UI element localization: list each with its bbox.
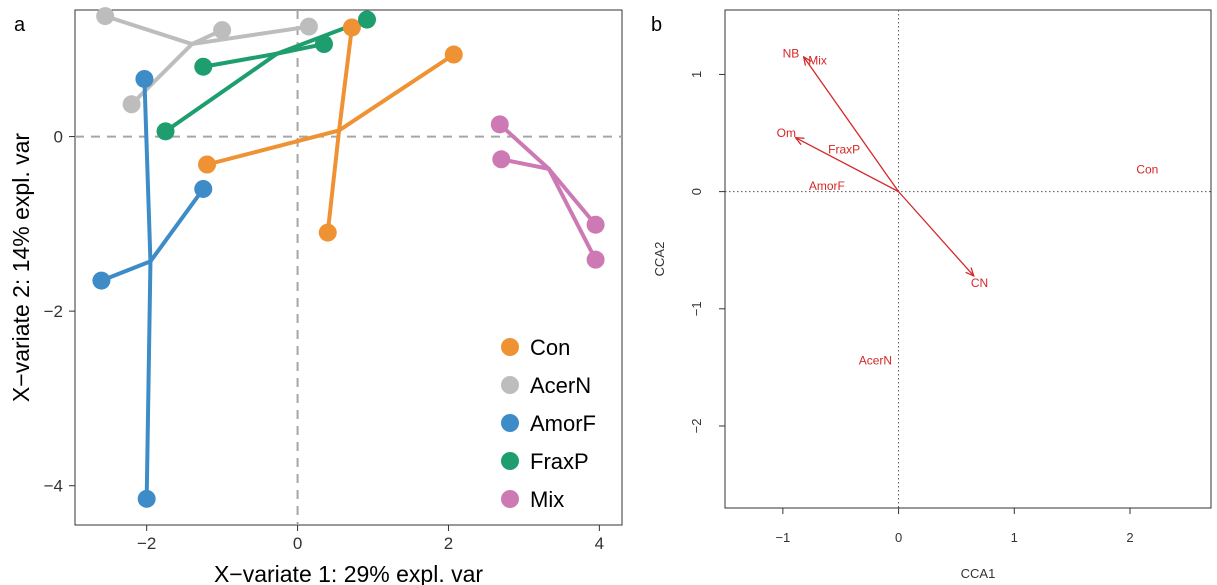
panel-a-spoke-con: [205, 128, 342, 167]
panel-a-spoke-con: [337, 25, 354, 133]
panel-a-spoke-mix: [546, 166, 598, 262]
panel-a-point-acern: [96, 7, 115, 26]
panel-a-spoke-fraxp: [201, 51, 280, 69]
arrow-cn: [898, 191, 974, 276]
label-con: Con: [1136, 162, 1158, 176]
panel-a-tag: a: [14, 14, 26, 36]
panel-a-spoke-amorf: [148, 186, 206, 264]
arrow-om: [796, 138, 899, 193]
panel-a-point-amorf: [194, 179, 213, 198]
panel-a-point-acern: [213, 21, 232, 40]
legend-key-mix: [501, 490, 519, 508]
label-fraxp: FraxP: [828, 142, 860, 156]
panel-a-ytick-label: −4: [44, 477, 63, 496]
panel-b-x-axis-title: CCA1: [961, 566, 996, 581]
panel-a-spoke-mix: [497, 122, 551, 171]
panel-a-point-amorf: [135, 69, 154, 88]
legend-key-amorf: [501, 414, 519, 432]
panel-a-spoke-con: [337, 52, 456, 133]
panel-b-ytick-label: 1: [689, 71, 704, 78]
panel-a-point-mix: [586, 250, 605, 269]
panel-a-point-acern: [299, 17, 318, 36]
panel-b-ytick-label: −2: [689, 419, 704, 434]
panel-b-tag: b: [651, 14, 663, 36]
panel-a-spoke-fraxp: [163, 51, 280, 134]
panel-a-point-fraxp: [314, 35, 333, 54]
panel-a-point-con: [342, 18, 361, 37]
label-nb: NB: [783, 46, 800, 60]
panel-a-point-fraxp: [357, 10, 376, 29]
panel-a-frame: [74, 9, 623, 526]
legend-key-fraxp: [501, 452, 519, 470]
panel-a-y-axis-title: X−variate 2: 14% expl. var: [8, 133, 34, 402]
legend-label-fraxp: FraxP: [530, 449, 589, 474]
panel-a-xtick-label: 2: [444, 534, 453, 553]
label-mix: Mix: [808, 53, 827, 67]
legend-label-con: Con: [530, 335, 570, 360]
panel-a-point-amorf: [92, 271, 111, 290]
panel-a-spoke-amorf: [142, 76, 153, 264]
panel-a-ytick-label: 0: [54, 128, 63, 147]
panel-a-point-mix: [586, 215, 605, 234]
panel-a-point-con: [444, 45, 463, 64]
legend-key-acern: [501, 376, 519, 394]
panel-b-y-axis-title: CCA2: [652, 242, 667, 277]
legend-label-mix: Mix: [530, 487, 564, 512]
label-acern: AcerN: [859, 353, 892, 367]
panel-a-spoke-mix: [546, 166, 598, 227]
panel-b-xtick-label: 1: [1011, 530, 1018, 545]
arrow-nb: [804, 57, 900, 192]
panel-a-point-mix: [492, 150, 511, 169]
panel-a-point-fraxp: [194, 57, 213, 76]
panel-b-frame: [724, 9, 1212, 509]
panel-a-spoke-amorf: [144, 259, 153, 501]
panel-a-point-fraxp: [156, 122, 175, 141]
label-amorf: AmorF: [809, 179, 845, 193]
panel-a-spoke-con: [325, 128, 342, 235]
legend-key-con: [501, 338, 519, 356]
panel-b-xtick-label: 0: [895, 530, 902, 545]
panel-b-xtick-label: 2: [1126, 530, 1133, 545]
panel-a-spoke-acern: [129, 42, 194, 107]
panel-b-ytick-label: −1: [689, 301, 704, 316]
legend-label-amorf: AmorF: [530, 411, 596, 436]
panel-a-point-acern: [122, 95, 141, 114]
panel-a-ytick-label: −2: [44, 302, 63, 321]
panel-a-point-con: [198, 155, 217, 174]
label-om: Om: [777, 126, 796, 140]
panel-a-x-axis-title: X−variate 1: 29% expl. var: [214, 561, 483, 585]
label-cn: CN: [971, 276, 988, 290]
panel-b-ytick-label: 0: [689, 188, 704, 195]
panel-b-plot: −1 0 1 2 −2 −1 0 1 CCA1 CCA2 NB Mix Om FraxP AmorF Con C…: [652, 9, 1212, 581]
panel-a-xtick-label: 0: [293, 534, 302, 553]
panel-a-spoke-acern: [189, 24, 311, 47]
panel-a-xtick-label: −2: [137, 534, 156, 553]
panel-b-xtick-label: −1: [775, 530, 790, 545]
panel-a-point-mix: [490, 115, 509, 134]
panel-a-plot: −2 0 2 4 −4 −2 0 X−variate 1: 29% expl. var X−va…: [8, 7, 623, 585]
panel-a-point-amorf: [137, 489, 156, 508]
panel-a-xtick-label: 4: [595, 534, 604, 553]
panel-a-spoke-acern: [103, 14, 194, 47]
legend-label-acern: AcerN: [530, 373, 591, 398]
panel-a-point-con: [318, 223, 337, 242]
